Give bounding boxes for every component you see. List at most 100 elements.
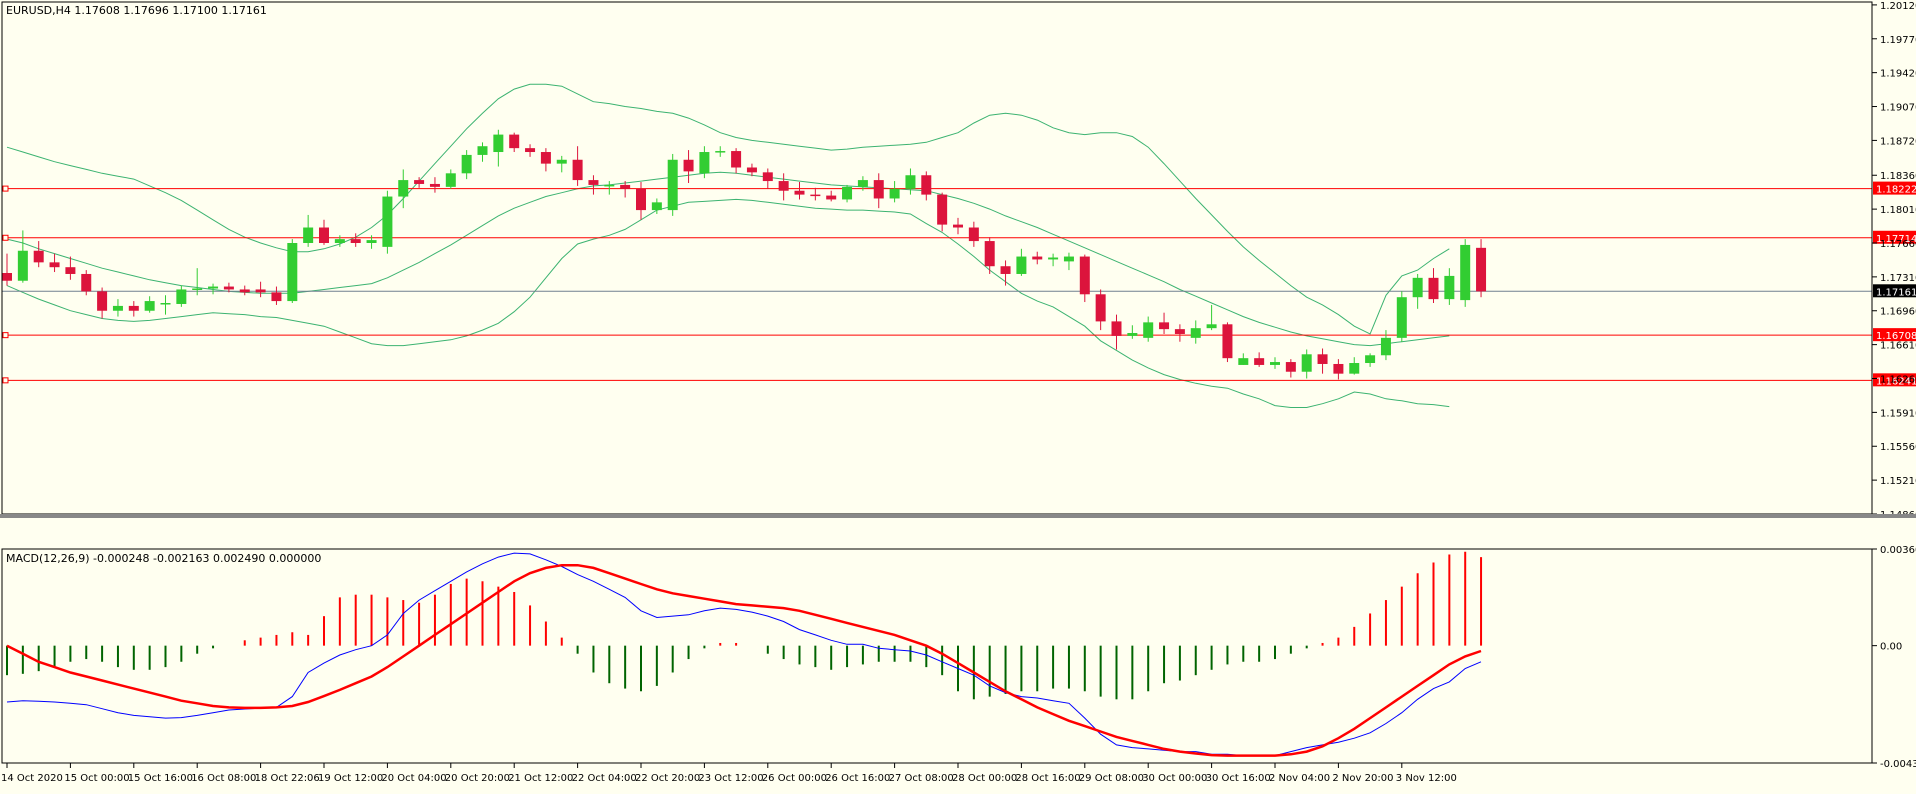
candle-body [1412, 277, 1423, 298]
price-tick-label: 1.19070 [1880, 103, 1916, 114]
time-tick-label: 28 Oct 16:00 [1015, 773, 1080, 784]
candle-body [382, 196, 393, 247]
price-tick-label: 1.18010 [1880, 205, 1916, 216]
candle-body [1079, 256, 1090, 295]
candle-body [429, 183, 440, 187]
price-tick-label: 1.17660 [1880, 239, 1916, 250]
candle-body [905, 175, 916, 189]
level-handle [2, 377, 9, 384]
candle-body [746, 167, 757, 173]
candle-body [572, 159, 583, 181]
candle-body [239, 289, 250, 293]
candle-body [810, 194, 821, 197]
candle-body [683, 159, 694, 172]
time-tick-label: 20 Oct 04:00 [381, 773, 446, 784]
candle-body [762, 172, 773, 182]
time-tick-label: 20 Oct 20:00 [445, 773, 510, 784]
candle-body [984, 241, 995, 267]
candle-body [477, 146, 488, 155]
macd-info-text: MACD(12,26,9) -0.000248 -0.002163 0.0024… [6, 552, 321, 565]
level-handle [2, 185, 9, 192]
candle-body [17, 250, 28, 281]
candle-body [1476, 247, 1487, 292]
level-price-label: 1.17714 [1876, 234, 1916, 245]
candlesticks [2, 129, 1487, 380]
candle-body [826, 195, 837, 200]
candle-body [1206, 324, 1217, 329]
candle-body [255, 289, 266, 293]
price-tick-label: 1.18360 [1880, 171, 1916, 182]
candle-body [636, 188, 646, 211]
candle-body [1333, 363, 1344, 374]
candle-body [1317, 354, 1328, 364]
time-tick-label: 27 Oct 08:00 [889, 773, 954, 784]
candle-body [128, 305, 139, 311]
candle-body [1444, 275, 1455, 300]
time-tick-label: 18 Oct 22:06 [255, 773, 320, 784]
candle-body [667, 159, 678, 211]
candle-body [715, 151, 726, 153]
candle-body [1222, 324, 1233, 359]
macd-signal-line [6, 563, 1482, 757]
candle-body [2, 273, 12, 281]
level-price-label: 1.18222 [1876, 185, 1916, 196]
macd-tick-label: 0.003603 [1880, 545, 1916, 556]
level-price-label: 1.16708 [1876, 331, 1916, 342]
time-tick-label: 21 Oct 12:00 [508, 773, 573, 784]
price-tick-label: 1.19420 [1880, 69, 1916, 80]
candle-body [540, 152, 551, 164]
price-tick-label: 1.16610 [1880, 341, 1916, 352]
current-price-label: 1.17161 [1876, 287, 1916, 298]
macd-panel[interactable] [6, 551, 1483, 757]
candle-body [287, 242, 298, 302]
price-tick-label: 1.17310 [1880, 273, 1916, 284]
candle-body [445, 173, 456, 187]
candle-body [303, 227, 314, 243]
candle-body [1270, 362, 1280, 365]
candle-body [176, 289, 187, 304]
bollinger-middle-line [6, 171, 1450, 347]
price-tick-label: 1.15910 [1880, 408, 1916, 419]
candle-body [144, 301, 155, 311]
candle-body [1063, 256, 1074, 262]
time-tick-label: 22 Oct 04:00 [572, 773, 637, 784]
candle-body [1095, 294, 1106, 322]
candle-body [651, 202, 662, 211]
candle-body [208, 286, 219, 289]
macd-tick-label: 0.00 [1880, 642, 1902, 653]
candle-body [1111, 321, 1122, 336]
candle-body [49, 262, 60, 268]
candle-body [398, 180, 409, 197]
candle-body [620, 184, 631, 189]
candle-body [350, 239, 361, 243]
candle-body [1301, 354, 1312, 372]
time-tick-label: 30 Oct 16:00 [1206, 773, 1271, 784]
candle-body [1048, 257, 1059, 260]
candle-body [699, 152, 710, 174]
candle-body [33, 250, 44, 263]
time-tick-label: 2 Nov 20:00 [1332, 773, 1393, 784]
horizontal-levels[interactable]: 1.18222 1.17714 1.16708 1.16241 1.17161 [2, 181, 1916, 388]
price-tick-label: 1.20120 [1880, 1, 1916, 12]
panel-frames [0, 1, 1916, 764]
level-handle [2, 234, 9, 241]
level-handle [2, 332, 9, 339]
time-tick-label: 2 Nov 04:00 [1269, 773, 1330, 784]
candle-body [192, 288, 203, 290]
bollinger-lower-line [6, 198, 1450, 408]
candle-body [319, 227, 329, 243]
level-price-tag [1873, 181, 1916, 195]
candle-body [1380, 337, 1391, 356]
candle-body [778, 181, 789, 191]
candle-body [1349, 363, 1360, 374]
time-tick-label: 15 Oct 00:00 [64, 773, 129, 784]
time-tick-label: 28 Oct 00:00 [952, 773, 1017, 784]
candle-body [604, 184, 615, 187]
candle-body [857, 180, 868, 187]
candle-body [1285, 362, 1296, 372]
time-tick-label: 3 Nov 12:00 [1396, 773, 1457, 784]
macd-panel-frame [1, 548, 1873, 764]
level-price-tag [1873, 230, 1916, 244]
